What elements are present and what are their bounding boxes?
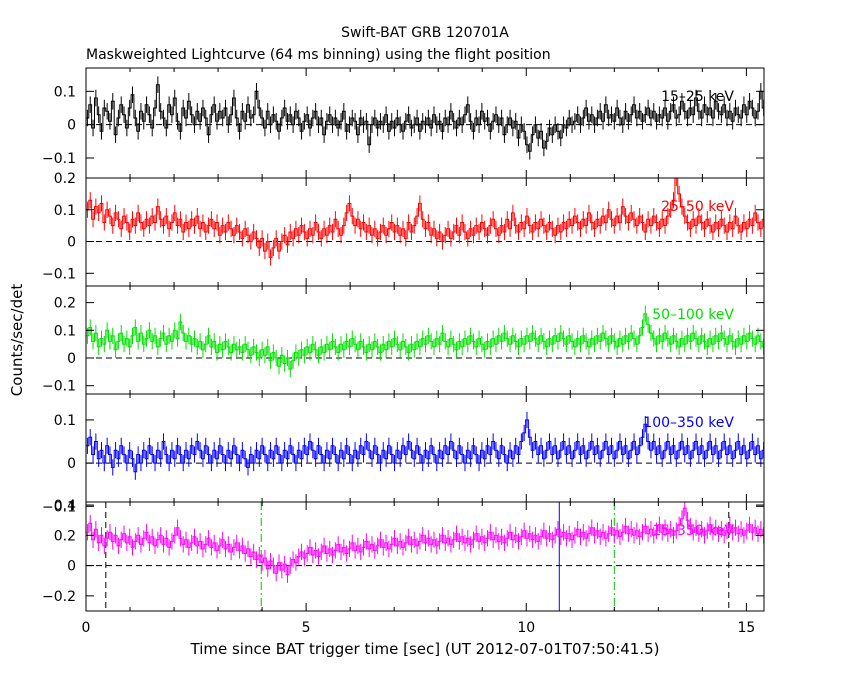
band-label: 25–50 keV (661, 199, 734, 215)
chart-title: Swift-BAT GRB 120701A (341, 25, 509, 41)
series-line (86, 419, 764, 473)
y-axis-label: Counts/sec/det (8, 284, 26, 397)
error-bars (86, 178, 764, 266)
y-tick-label: 0 (67, 456, 76, 472)
band-label: 50–100 keV (652, 307, 734, 323)
x-tick-labels: 0 5 10 15 (82, 620, 756, 636)
x-axis-label: Time since BAT trigger time [sec] (UT 20… (190, 640, 660, 658)
x-tick-label: 10 (517, 620, 535, 636)
band-label: 15–350 keV (652, 523, 734, 539)
y-tick-label: 0 (67, 351, 76, 367)
panels-group: −0.100.1 15–25 keV−0.100.10.225–50 keV−0.… (42, 67, 765, 612)
y-tick-label: 0 (67, 235, 76, 251)
y-tick-label: 0.1 (54, 84, 76, 100)
chart-subtitle: Maskweighted Lightcurve (64 ms binning) … (86, 47, 551, 63)
y-tick-label: 0.4 (54, 498, 76, 514)
y-tick-label: −0.2 (42, 589, 76, 605)
x-tick-label: 15 (737, 620, 755, 636)
band-label: 100–350 keV (643, 415, 734, 431)
series-line (86, 84, 764, 152)
panel-1: −0.1 0 0.1 0.2 25–50 keV (42, 171, 765, 287)
band-label: 15–25 keV (661, 89, 734, 105)
y-tick-label: −0.1 (42, 379, 76, 395)
y-tick-label: −0.1 (42, 266, 76, 282)
y-tick-label: 0.2 (54, 296, 76, 312)
y-tick-label: 0.1 (54, 203, 76, 219)
y-tick-label: 0.1 (54, 323, 76, 339)
y-tick-label: −0.1 (42, 151, 76, 167)
series-line (86, 178, 764, 258)
y-tick-label: 0.1 (54, 413, 76, 429)
panel-2: −0.1 0 0.1 0.2 50–100 keV (42, 285, 765, 395)
panel-frame (85, 501, 765, 612)
y-tick-label: 0.2 (54, 528, 76, 544)
panel-frame (85, 177, 765, 287)
series-line (86, 313, 764, 370)
panel-0: −0.1 0 0.1 15–25 keV (42, 67, 765, 179)
panel-frame (85, 393, 765, 503)
x-tick-label: 5 (302, 620, 311, 636)
y-tick-label: 0 (67, 118, 76, 134)
y-tick-label: 0 (67, 559, 76, 575)
panel-4: −0.2 0 0.2 0.4 15–350 keV (42, 498, 765, 612)
y-tick-label: −0.1 (42, 499, 76, 515)
y-tick-label: 0.2 (54, 171, 76, 187)
x-tick-label: 0 (82, 620, 91, 636)
panel-3: −0.1 0 0.1 100–350 keV (42, 393, 765, 515)
series-line (86, 507, 764, 576)
